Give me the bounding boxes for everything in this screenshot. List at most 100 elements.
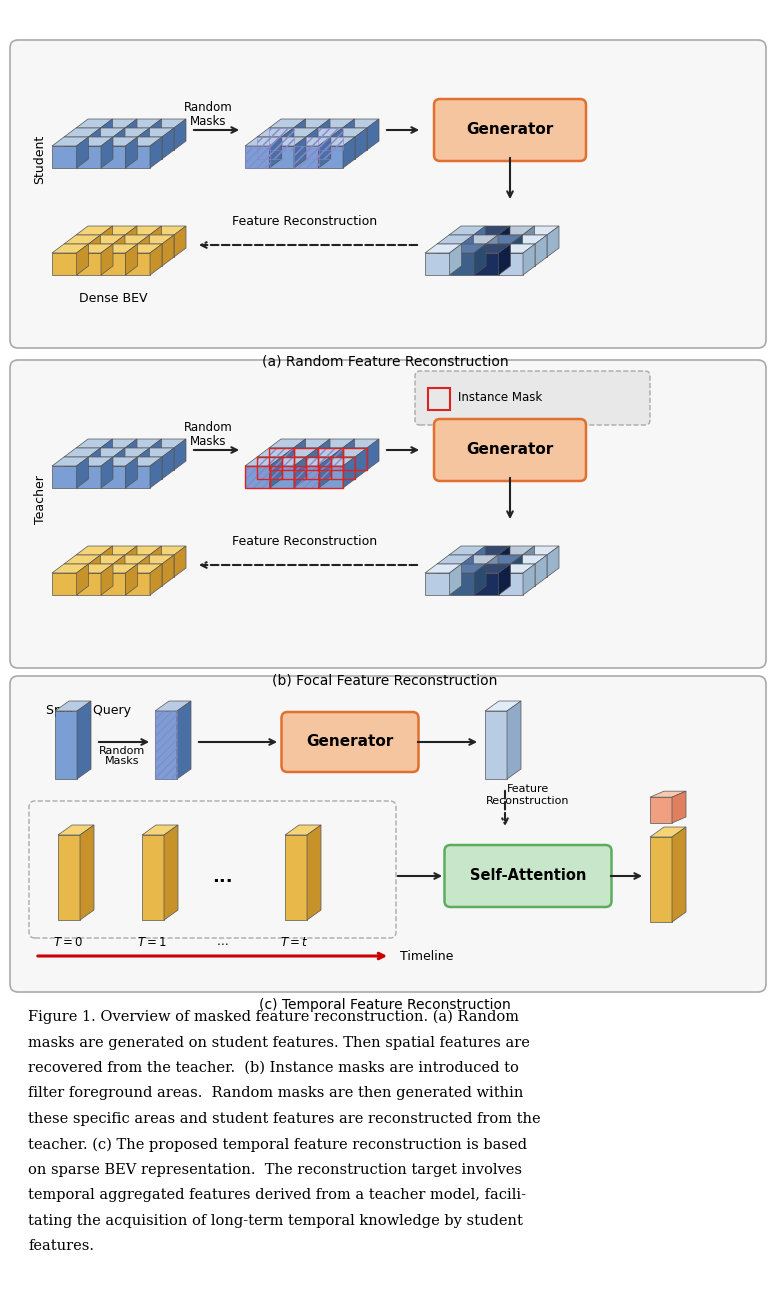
Polygon shape <box>318 128 343 150</box>
Text: ...: ... <box>211 868 232 886</box>
Polygon shape <box>499 572 523 596</box>
Polygon shape <box>101 253 126 275</box>
Polygon shape <box>510 565 535 587</box>
Polygon shape <box>510 235 547 244</box>
Polygon shape <box>270 457 281 488</box>
Polygon shape <box>318 439 330 470</box>
Polygon shape <box>138 235 149 266</box>
Polygon shape <box>522 226 559 235</box>
Text: Feature Reconstruction: Feature Reconstruction <box>232 535 378 548</box>
Polygon shape <box>473 226 486 257</box>
Polygon shape <box>125 226 137 257</box>
Polygon shape <box>510 556 547 565</box>
Polygon shape <box>318 448 343 470</box>
Polygon shape <box>177 702 191 779</box>
Polygon shape <box>101 565 138 572</box>
Polygon shape <box>101 457 113 488</box>
Polygon shape <box>52 457 89 466</box>
Text: temporal aggregated features derived from a teacher model, facili-: temporal aggregated features derived fro… <box>28 1189 526 1203</box>
Text: $T = 1$: $T = 1$ <box>137 935 167 950</box>
Polygon shape <box>150 565 162 596</box>
Text: these specific areas and student features are reconstructed from the: these specific areas and student feature… <box>28 1112 541 1127</box>
Polygon shape <box>367 439 379 470</box>
Polygon shape <box>155 711 177 779</box>
Polygon shape <box>650 797 672 823</box>
Polygon shape <box>126 137 162 146</box>
Text: Feature Reconstruction: Feature Reconstruction <box>232 214 378 227</box>
Polygon shape <box>319 457 355 466</box>
Polygon shape <box>162 128 174 159</box>
Polygon shape <box>485 702 521 711</box>
Polygon shape <box>547 226 559 257</box>
Polygon shape <box>522 547 559 556</box>
Polygon shape <box>162 235 174 266</box>
Polygon shape <box>126 457 138 488</box>
Polygon shape <box>101 466 126 488</box>
Polygon shape <box>76 439 113 448</box>
Text: Generator: Generator <box>466 123 554 137</box>
Polygon shape <box>449 547 486 556</box>
Text: Random: Random <box>183 421 232 434</box>
Polygon shape <box>89 556 100 587</box>
Polygon shape <box>257 128 294 137</box>
Polygon shape <box>52 244 89 253</box>
Polygon shape <box>269 439 305 448</box>
Polygon shape <box>52 146 76 168</box>
Polygon shape <box>100 128 125 150</box>
Text: $T = t$: $T = t$ <box>280 935 308 950</box>
Text: Self-Attention: Self-Attention <box>470 868 586 884</box>
Polygon shape <box>450 565 462 596</box>
Text: Random: Random <box>99 745 145 756</box>
Polygon shape <box>281 457 306 479</box>
Polygon shape <box>100 547 113 578</box>
Polygon shape <box>76 226 113 235</box>
Polygon shape <box>672 827 686 922</box>
Polygon shape <box>164 826 178 920</box>
Polygon shape <box>126 244 138 275</box>
Polygon shape <box>270 137 306 146</box>
Polygon shape <box>510 235 522 266</box>
Polygon shape <box>125 439 162 448</box>
Polygon shape <box>294 119 305 150</box>
Polygon shape <box>474 565 486 596</box>
Polygon shape <box>343 439 354 470</box>
Polygon shape <box>330 128 367 137</box>
Text: filter foreground areas.  Random masks are then generated within: filter foreground areas. Random masks ar… <box>28 1087 524 1101</box>
Polygon shape <box>76 565 113 572</box>
Polygon shape <box>650 837 672 922</box>
Polygon shape <box>486 244 510 266</box>
Polygon shape <box>113 128 149 137</box>
FancyBboxPatch shape <box>281 712 419 773</box>
Polygon shape <box>437 235 473 244</box>
Polygon shape <box>101 146 126 168</box>
FancyBboxPatch shape <box>434 99 586 162</box>
Polygon shape <box>355 448 367 479</box>
Text: recovered from the teacher.  (b) Instance masks are introduced to: recovered from the teacher. (b) Instance… <box>28 1061 519 1075</box>
Polygon shape <box>162 448 174 479</box>
Polygon shape <box>330 137 355 159</box>
Text: Masks: Masks <box>190 115 226 128</box>
Polygon shape <box>270 146 294 168</box>
Polygon shape <box>101 137 113 168</box>
Polygon shape <box>281 137 306 159</box>
Polygon shape <box>64 565 89 587</box>
Polygon shape <box>138 556 174 565</box>
Polygon shape <box>270 137 281 168</box>
Polygon shape <box>462 235 498 244</box>
Polygon shape <box>522 556 547 578</box>
Polygon shape <box>52 137 89 146</box>
Polygon shape <box>174 226 186 257</box>
Polygon shape <box>473 226 510 235</box>
Polygon shape <box>510 244 535 266</box>
Text: $\cdots$: $\cdots$ <box>216 935 228 950</box>
Polygon shape <box>474 572 499 596</box>
Polygon shape <box>76 244 89 275</box>
Polygon shape <box>523 244 535 275</box>
Polygon shape <box>319 137 330 168</box>
Polygon shape <box>650 827 686 837</box>
Polygon shape <box>126 253 150 275</box>
Polygon shape <box>138 128 174 137</box>
Polygon shape <box>425 253 450 275</box>
Polygon shape <box>64 556 100 565</box>
Text: (b) Focal Feature Reconstruction: (b) Focal Feature Reconstruction <box>272 674 498 689</box>
